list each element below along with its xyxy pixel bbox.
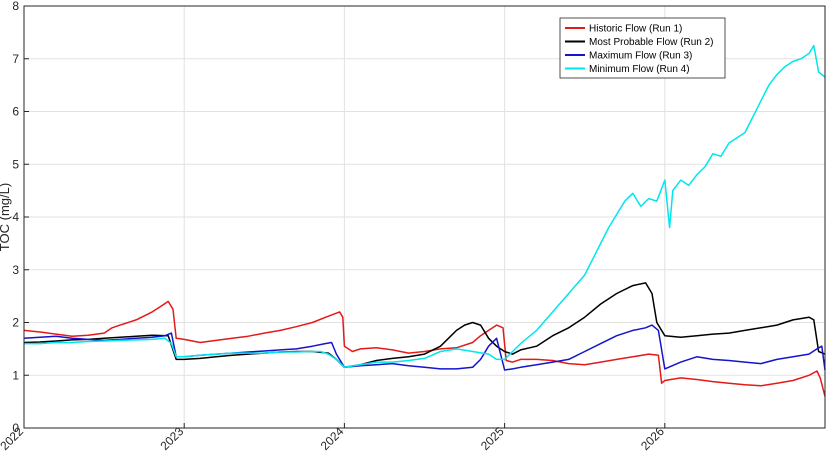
legend-label: Most Probable Flow (Run 2)	[589, 37, 714, 48]
series-line-2	[23, 282, 826, 369]
y-tick-label: 5	[12, 157, 19, 171]
y-tick-label: 3	[12, 263, 19, 277]
y-tick-label: 8	[12, 0, 19, 13]
series-lines	[23, 44, 826, 397]
legend-label: Historic Flow (Run 1)	[589, 24, 682, 35]
y-axis-title: TOC (mg/L)	[0, 183, 12, 251]
y-tick-label: 1	[12, 368, 19, 382]
x-tick-label: 2022	[0, 424, 26, 453]
grid	[23, 5, 825, 429]
y-tick-label: 4	[12, 210, 19, 224]
series-line-4	[24, 44, 826, 369]
series-line-3	[23, 324, 826, 371]
y-tick-label: 7	[12, 52, 19, 66]
legend-label: Minimum Flow (Run 4)	[589, 64, 690, 75]
y-tick-label: 0	[12, 421, 19, 435]
legend-box	[559, 17, 726, 79]
series-line-1	[23, 300, 826, 397]
legend: Historic Flow (Run 1) Most Probable Flow …	[559, 17, 726, 79]
y-tick-label: 2	[12, 316, 19, 330]
legend-label: Maximum Flow (Run 3)	[589, 51, 692, 62]
y-tick-label: 6	[12, 105, 19, 119]
